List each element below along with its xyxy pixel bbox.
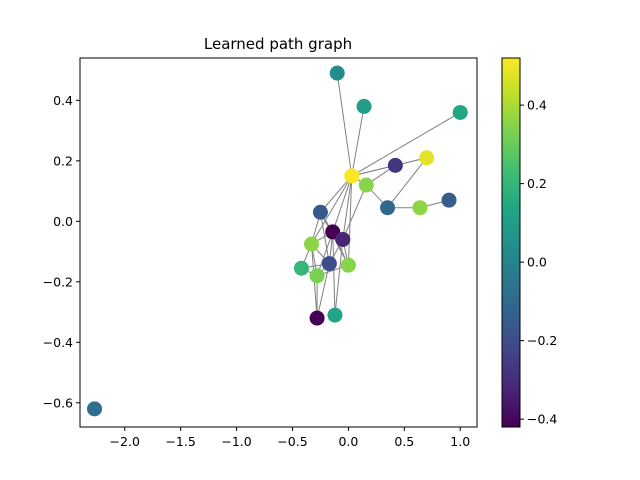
x-tick-label: 0.5 xyxy=(394,434,414,449)
colorbar-tick-label: −0.2 xyxy=(527,333,557,348)
x-tick-label: −1.5 xyxy=(165,434,195,449)
graph-node xyxy=(303,236,319,252)
y-tick-label: −0.2 xyxy=(43,274,73,289)
y-tick-label: 0.0 xyxy=(53,214,73,229)
graph-edge xyxy=(319,212,330,264)
graph-node xyxy=(340,257,356,273)
graph-node xyxy=(419,150,435,166)
graph-node xyxy=(321,256,337,272)
graph-node xyxy=(309,268,325,284)
graph-node xyxy=(387,157,403,173)
colorbar-tick-label: 0.2 xyxy=(527,176,547,191)
graph-node xyxy=(87,401,103,417)
plot-frame xyxy=(79,57,478,428)
graph-node xyxy=(380,200,396,216)
graph-edge xyxy=(320,175,353,213)
graph-node xyxy=(412,200,428,216)
x-tick-label: 1.0 xyxy=(450,434,470,449)
graph-edge xyxy=(342,175,353,240)
graph-node xyxy=(452,104,468,120)
plot-area xyxy=(80,58,477,427)
graph-edge xyxy=(342,184,367,240)
graph-edge xyxy=(387,157,428,209)
colorbar-tick-label: −0.4 xyxy=(527,412,557,427)
nodes xyxy=(87,65,468,417)
chart-title: Learned path graph xyxy=(204,35,352,53)
graph-node xyxy=(329,65,345,81)
graph-edge xyxy=(336,73,353,177)
x-axis: −2.0 −1.5 −1.0 −0.5 0.0 0.5 1.0 xyxy=(110,427,470,449)
graph-node xyxy=(358,177,374,193)
graph-node xyxy=(356,98,372,114)
y-tick-label: −0.6 xyxy=(43,395,73,410)
graph-edge xyxy=(332,175,353,233)
graph-edge xyxy=(332,231,336,316)
y-axis: 0.4 0.2 0.0 −0.2 −0.4 −0.6 xyxy=(43,93,80,410)
colorbar xyxy=(501,57,521,428)
y-tick-label: −0.4 xyxy=(43,335,73,350)
graph-edge xyxy=(347,175,353,266)
graph-node xyxy=(327,307,343,323)
y-tick-label: 0.4 xyxy=(53,93,73,108)
y-tick-label: 0.2 xyxy=(53,153,73,168)
graph-node xyxy=(344,168,360,184)
graph-edge xyxy=(351,106,365,177)
graph-edge xyxy=(316,231,334,276)
colorbar-tick-label: 0.4 xyxy=(527,98,547,113)
graph-edge xyxy=(351,112,461,177)
x-tick-label: −2.0 xyxy=(110,434,140,449)
graph-node xyxy=(335,231,351,247)
x-tick-label: 0.0 xyxy=(338,434,358,449)
colorbar-axis: 0.4 0.2 0.0 −0.2 −0.4 xyxy=(520,98,557,427)
colorbar-tick-label: 0.0 xyxy=(527,255,547,270)
x-tick-label: −1.0 xyxy=(221,434,251,449)
graph-edge xyxy=(334,239,344,316)
graph-node xyxy=(309,310,325,326)
graph-node xyxy=(293,260,309,276)
x-tick-label: −0.5 xyxy=(277,434,307,449)
graph-edge xyxy=(311,175,353,245)
graph-node xyxy=(441,192,457,208)
graph-node xyxy=(312,204,328,220)
